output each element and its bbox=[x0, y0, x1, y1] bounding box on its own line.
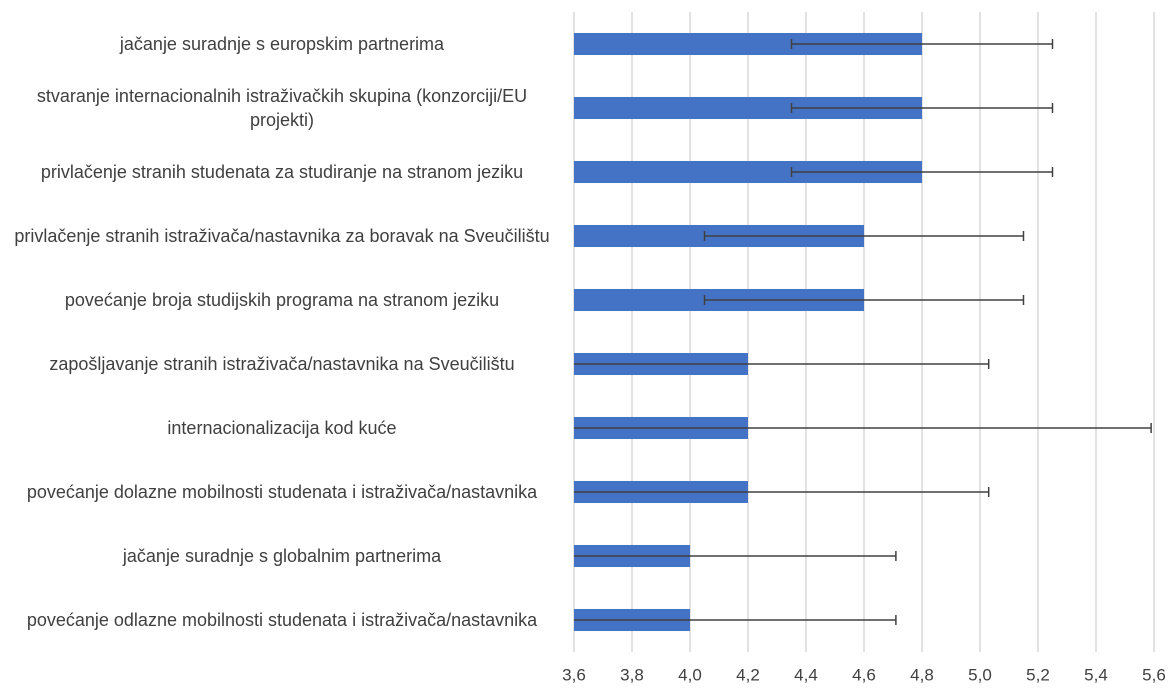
x-tick-label: 4,2 bbox=[736, 665, 760, 684]
bar bbox=[574, 161, 922, 183]
x-tick-label: 3,6 bbox=[562, 665, 586, 684]
x-tick-label: 4,0 bbox=[678, 665, 702, 684]
y-tick-label: stvaranje internacionalnih istraživačkih… bbox=[36, 86, 528, 130]
y-tick-label: jačanje suradnje s europskim partnerima bbox=[119, 34, 445, 54]
y-tick-label: zapošljavanje stranih istraživača/nastav… bbox=[49, 354, 515, 374]
x-tick-label: 5,2 bbox=[1026, 665, 1050, 684]
x-tick-label: 3,8 bbox=[620, 665, 644, 684]
y-tick-label: povećanje dolazne mobilnosti studenata i… bbox=[26, 482, 538, 502]
y-tick-label: povećanje broja studijskih programa na s… bbox=[64, 290, 500, 310]
bar bbox=[574, 97, 922, 119]
x-tick-label: 5,4 bbox=[1084, 665, 1108, 684]
x-tick-label: 4,4 bbox=[794, 665, 818, 684]
x-tick-label: 5,6 bbox=[1142, 665, 1166, 684]
x-tick-label: 4,8 bbox=[910, 665, 934, 684]
y-tick-label: privlačenje stranih studenata za studira… bbox=[40, 162, 524, 182]
y-tick-label: povećanje odlazne mobilnosti studenata i… bbox=[26, 610, 538, 630]
y-tick-label: privlačenje stranih istraživača/nastavni… bbox=[14, 226, 550, 246]
x-tick-label: 4,6 bbox=[852, 665, 876, 684]
x-tick-label: 5,0 bbox=[968, 665, 992, 684]
y-tick-label: jačanje suradnje s globalnim partnerima bbox=[122, 546, 442, 566]
bar bbox=[574, 33, 922, 55]
y-tick-label: internacionalizacija kod kuće bbox=[167, 418, 397, 438]
